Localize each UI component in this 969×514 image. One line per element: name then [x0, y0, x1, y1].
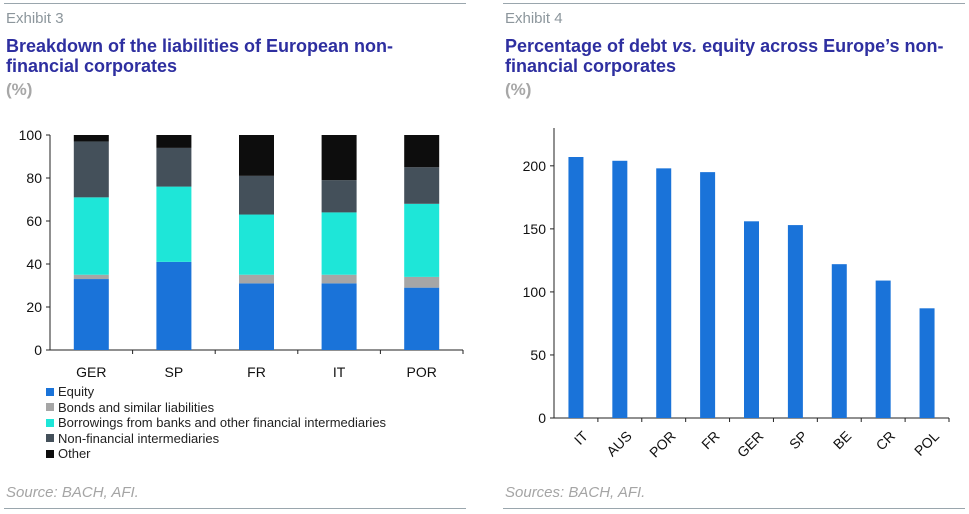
top-divider [4, 3, 466, 4]
y-tick-label: 200 [523, 158, 547, 174]
legend-item: Other [46, 446, 386, 462]
bar-segment [404, 287, 440, 350]
bar-segment [321, 283, 357, 350]
x-tick-label: FR [698, 428, 723, 453]
y-tick-label: 50 [530, 347, 546, 363]
x-tick-label: IT [333, 364, 346, 380]
unit-label: (%) [505, 80, 532, 99]
y-tick-label: 100 [19, 127, 43, 143]
bar-segment [73, 274, 109, 280]
legend-swatch [46, 403, 54, 412]
chart-title: Breakdown of the liabilities of European… [6, 36, 394, 76]
x-tick-label: SP [786, 428, 811, 453]
bottom-divider [503, 508, 965, 509]
bar-segment [239, 283, 274, 350]
chart-title: Percentage of debt vs. equity across Eur… [505, 36, 961, 76]
x-tick-label: POR [646, 428, 679, 461]
bar [875, 280, 891, 418]
legend-swatch [46, 449, 54, 458]
exhibit-4-panel: Exhibit 4 Percentage of debt vs. equity … [499, 0, 969, 514]
bar-segment [239, 214, 274, 275]
y-tick-label: 0 [34, 342, 42, 358]
bar-segment [404, 135, 440, 168]
legend-label: Non-financial intermediaries [58, 430, 220, 446]
legend-label: Equity [58, 384, 95, 399]
x-tick-label: CR [873, 428, 899, 454]
x-tick-label: FR [247, 364, 266, 380]
x-tick-label: IT [571, 427, 591, 447]
x-tick-label: BE [830, 428, 855, 453]
stacked-bar-chart: 0 20 40 60 80 100 GER SP FR IT POR [19, 127, 464, 380]
bar [700, 172, 716, 418]
bar-segment [404, 167, 440, 204]
y-tick-label: 60 [26, 213, 42, 229]
bottom-divider [4, 508, 466, 509]
legend-item: Equity [46, 384, 386, 400]
x-tick-label: POR [407, 364, 437, 380]
exhibit-label: Exhibit 4 [505, 10, 563, 27]
bar [787, 225, 803, 418]
legend-item: Non-financial intermediaries [46, 431, 386, 447]
title-italic: vs. [672, 36, 698, 56]
bar-segment [321, 180, 357, 213]
y-tick-label: 20 [26, 299, 42, 315]
bar-segment [321, 212, 357, 275]
x-tick-label: POL [911, 428, 942, 459]
bar-segment [156, 135, 192, 148]
bar-segment [73, 135, 109, 142]
bar-segment [321, 135, 357, 181]
bar-segment [321, 274, 357, 284]
legend-label: Borrowings from banks and other financia… [58, 415, 387, 430]
bar-segment [73, 141, 109, 198]
bar-segment [156, 147, 192, 187]
legend-item: Bonds and similar liabilities [46, 400, 386, 416]
top-divider [503, 3, 965, 4]
bar-segment [404, 203, 440, 277]
bar-segment [73, 279, 109, 350]
x-tick-label: GER [734, 428, 767, 461]
bar [656, 168, 672, 418]
x-tick-label: GER [76, 364, 106, 380]
x-tick-label: SP [165, 364, 184, 380]
exhibit-3-panel: Exhibit 3 Breakdown of the liabilities o… [0, 0, 470, 514]
bar-segment [73, 197, 109, 275]
exhibit-label: Exhibit 3 [6, 10, 64, 27]
bar [744, 221, 759, 418]
title-part-1: Percentage of debt [505, 36, 673, 56]
y-tick-label: 40 [26, 256, 42, 272]
y-tick-label: 80 [26, 170, 42, 186]
legend-swatch [46, 387, 54, 396]
legend-label: Other [58, 446, 91, 461]
y-tick-label: 0 [538, 410, 546, 426]
bar [919, 308, 935, 418]
x-tick-label: AUS [603, 428, 635, 460]
chart-legend: Equity Bonds and similar liabilities Borro… [46, 384, 386, 462]
bar-segment [239, 175, 274, 215]
legend-item: Borrowings from banks and other financia… [46, 415, 386, 431]
title-part-2: equity across Europe’s non-financial cor… [505, 36, 944, 76]
bar-segment [156, 186, 192, 262]
source-note: Source: BACH, AFI. [6, 484, 139, 501]
source-note: Sources: BACH, AFI. [505, 484, 646, 501]
legend-label: Bonds and similar liabilities [58, 399, 215, 415]
bar-segment [239, 274, 274, 284]
bar-segment [156, 261, 192, 350]
bar-segment [404, 276, 440, 288]
bar-chart: 0 50 100 150 200 IT AUS POR FR GER SP BE CR POL [523, 128, 950, 461]
legend-swatch [46, 418, 54, 427]
legend-swatch [46, 434, 54, 443]
unit-label: (%) [6, 80, 33, 99]
y-tick-label: 150 [523, 221, 547, 237]
bar-segment [239, 135, 274, 176]
bar [831, 264, 847, 418]
y-tick-label: 100 [523, 284, 547, 300]
bar [568, 157, 584, 418]
bar [612, 160, 628, 419]
